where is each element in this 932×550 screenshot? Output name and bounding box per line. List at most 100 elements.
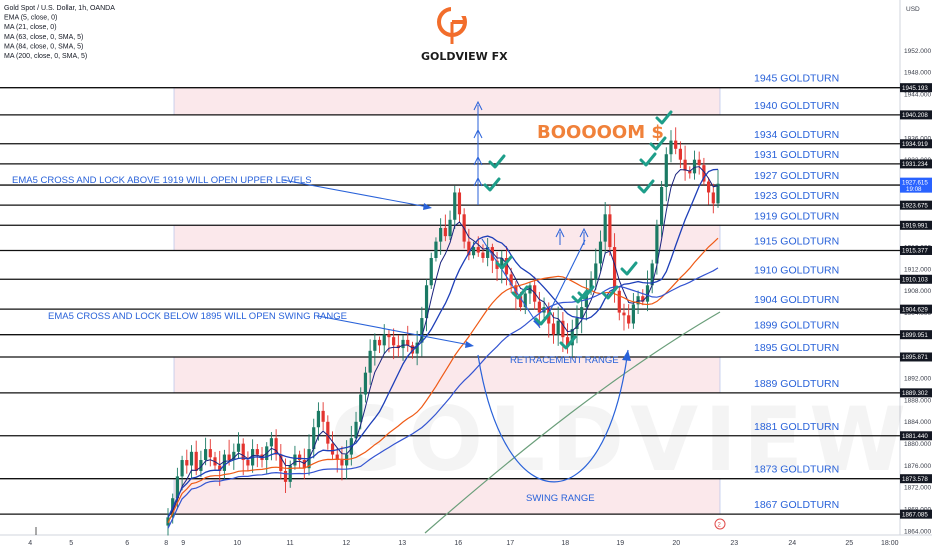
candle [424,279,429,332]
level-label-10: 1899 GOLDTURN [754,320,839,332]
price-tag-13: 1881.440 [900,431,932,441]
x-tick-5: 10 [233,540,241,547]
level-label-8: 1910 GOLDTURN [754,264,839,276]
level-label-12: 1889 GOLDTURN [754,378,839,390]
x-tick-11: 18 [561,540,569,547]
candle [603,202,607,255]
candle [504,246,509,286]
y-tick-17: 1884.000 [904,419,931,426]
y-tick-0: 1952.000 [904,48,931,55]
candle [396,335,400,357]
candle [274,429,278,461]
price-tag-8: 1910.103 [900,274,932,284]
candle [716,169,720,208]
candle [439,218,443,255]
candle [457,188,462,222]
svg-text:19:08: 19:08 [906,186,922,193]
level-label-11: 1895 GOLDTURN [754,342,839,354]
retracement-range-label: RETRACEMENT RANGE [510,355,619,366]
legend-item-2: MA (21, close, 0) [4,24,57,31]
check-icon [649,136,667,151]
candle [401,335,405,361]
check-marks [483,110,673,350]
svg-text:1915.377: 1915.377 [902,248,928,255]
candle [213,451,217,470]
check-icon [637,179,655,194]
price-tag-5: 1923.675 [900,200,932,210]
price-tag-7: 1915.377 [900,245,932,255]
level-label-14: 1873 GOLDTURN [754,464,839,476]
candle [373,333,377,366]
candle [236,432,241,459]
ema5-line [167,166,719,518]
candle [467,228,471,261]
price-tag-0: 1945.193 [900,83,932,93]
candle [359,387,363,430]
svg-text:1895.871: 1895.871 [902,354,928,361]
legend-item-1: EMA (5, close, 0) [4,15,57,22]
level-label-6: 1919 GOLDTURN [754,210,839,222]
check-icon [639,152,657,167]
zone-1 [173,224,721,251]
svg-text:1931.234: 1931.234 [902,161,928,168]
candle [392,328,396,360]
candle [650,259,654,294]
candle [415,330,419,366]
candle [175,467,180,508]
candle [692,150,697,180]
candle [481,244,485,263]
candle [490,243,494,274]
x-tick-0: 4 [28,540,32,547]
candle [354,411,358,442]
candle [265,442,269,475]
check-icon [488,154,506,169]
zone-0 [173,87,721,116]
svg-text:1881.440: 1881.440 [902,433,928,440]
ma84-line [167,267,719,529]
candle [368,339,372,385]
candle [565,323,570,354]
x-tick-10: 17 [506,540,514,547]
upper-note-arrow [282,179,429,208]
level-label-0: 1945 GOLDTURN [754,73,839,85]
y-tick-19: 1876.000 [904,463,931,470]
svg-text:1904.629: 1904.629 [902,306,928,313]
level-label-4: 1927 GOLDTURN [754,170,839,182]
svg-text:1945.193: 1945.193 [902,85,928,92]
level-label-2: 1934 GOLDTURN [754,129,839,141]
candle [406,325,410,352]
level-label-5: 1923 GOLDTURN [754,190,839,202]
candle [312,418,316,459]
candle [194,440,198,476]
svg-text:1927.615: 1927.615 [902,180,928,187]
watermark: GOLDVIEW FX [330,388,932,491]
candle [556,306,560,346]
indicator-legend[interactable]: Gold Spot / U.S. Dollar, 1h, OANDA EMA (5… [4,5,115,60]
candle [420,306,424,357]
y-tick-15: 1892.000 [904,376,931,383]
check-icon [511,285,529,300]
candle [185,449,189,474]
swing-range-curve [477,349,629,483]
candle [486,238,490,267]
check-icon [571,289,589,304]
candle [283,458,288,493]
candle [232,443,236,470]
level-label-1: 1940 GOLDTURN [754,100,839,112]
level-label-9: 1904 GOLDTURN [754,294,839,306]
legend-item-5: MA (200, close, 0, SMA, 5) [4,53,87,60]
candle [664,147,668,202]
candle [598,230,603,272]
x-tick-1: 5 [69,540,73,547]
y-tick-18: 1880.000 [904,441,931,448]
ma200-line [424,311,721,534]
upper-levels-note: EMA5 CROSS AND LOCK ABOVE 1919 WILL OPEN… [12,175,312,186]
candle [340,446,344,481]
x-tick-12: 19 [616,540,624,547]
candle [674,127,678,155]
events-badge[interactable]: 2 [714,518,726,530]
x-tick-6: 11 [286,540,293,547]
